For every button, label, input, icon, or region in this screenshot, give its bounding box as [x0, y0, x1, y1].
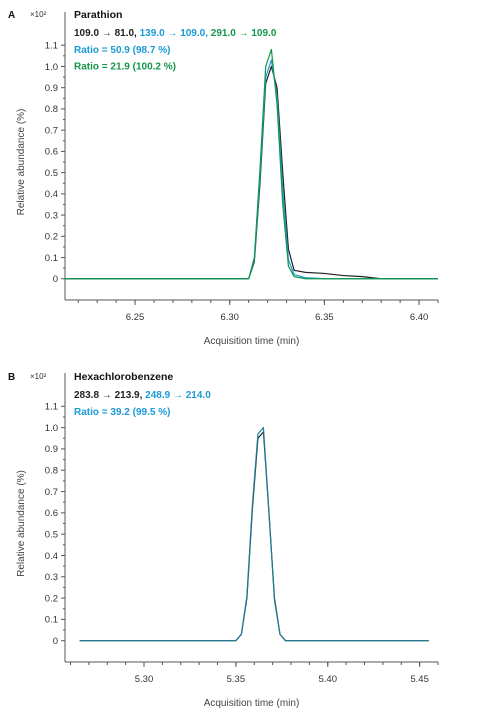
- y-multiplier: ×10²: [30, 10, 47, 19]
- y-tick-label: 0.2: [45, 593, 58, 604]
- transition-label: 139.0 → 109.0,: [137, 28, 208, 39]
- x-tick-label: 5.40: [319, 674, 338, 685]
- transition-label: 248.9 → 214.0: [142, 390, 211, 401]
- y-tick-label: 0.8: [45, 466, 58, 477]
- y-tick-label: 0.9: [45, 83, 58, 94]
- y-tick-label: 0: [53, 274, 58, 285]
- y-tick-label: 0.4: [45, 551, 58, 562]
- y-tick-label: 0.1: [45, 615, 58, 626]
- chart-title: Parathion: [74, 9, 122, 21]
- ratio-label: Ratio = 39.2 (99.5 %): [74, 407, 170, 418]
- y-tick-label: 1.1: [45, 41, 58, 52]
- y-tick-label: 0.9: [45, 444, 58, 455]
- trace-line-3: [65, 48, 438, 280]
- y-tick-label: 1.0: [45, 423, 58, 434]
- x-tick-label: 6.40: [410, 312, 429, 323]
- y-tick-label: 0.4: [45, 189, 58, 200]
- y-tick-label: 0.5: [45, 168, 58, 179]
- x-tick-label: 5.30: [135, 674, 154, 685]
- y-axis-label: Relative abundance (%): [16, 109, 27, 216]
- y-multiplier: ×10²: [30, 372, 47, 381]
- trace-line-1: [79, 431, 429, 642]
- x-tick-label: 6.25: [126, 312, 145, 323]
- y-tick-label: 0.1: [45, 253, 58, 264]
- chart-panel-a: A ×10² 0 0.1 0.2 0.3 0.4 0.5 0.6 0.7 0.8 0.9 1.0 1.1 6…: [8, 9, 439, 347]
- y-tick-label: 0.8: [45, 104, 58, 115]
- panel-label: A: [8, 10, 15, 21]
- x-tick-label: 6.35: [315, 312, 334, 323]
- chart-panel-b: B ×10² 0 0.1 0.2 0.3 0.4 0.5 0.6 0.7 0.8 0.9 1.0 1.1 5…: [8, 371, 439, 709]
- transition-label: 283.8 → 213.9,: [74, 390, 143, 401]
- y-tick-label: 1.1: [45, 402, 58, 413]
- y-tick-label: 0.2: [45, 232, 58, 243]
- x-axis-label: Acquisition time (min): [204, 698, 300, 709]
- y-tick-label: 0.6: [45, 147, 58, 158]
- trace-line-1: [65, 65, 438, 280]
- y-tick-label: 0.3: [45, 572, 58, 583]
- y-axis-label: Relative abundance (%): [16, 470, 27, 577]
- transition-legend: 109.0 → 81.0, 139.0 → 109.0, 291.0 → 109…: [74, 28, 277, 39]
- x-tick-label: 5.45: [410, 674, 429, 685]
- x-tick-label: 5.35: [227, 674, 246, 685]
- y-tick-label: 0.7: [45, 487, 58, 498]
- x-tick-label: 6.30: [220, 312, 239, 323]
- trace-line-2: [79, 427, 429, 642]
- y-tick-label: 0.5: [45, 529, 58, 540]
- y-tick-label: 0.3: [45, 210, 58, 221]
- y-tick-label: 0: [53, 636, 58, 647]
- y-tick-label: 0.7: [45, 125, 58, 136]
- ratio-label: Ratio = 50.9 (98.7 %): [74, 45, 170, 56]
- transition-label: 109.0 → 81.0,: [74, 28, 137, 39]
- transition-label: 291.0 → 109.0: [208, 28, 277, 39]
- panel-label: B: [8, 372, 15, 383]
- x-axis-label: Acquisition time (min): [204, 336, 300, 347]
- chart-title: Hexachlorobenzene: [74, 371, 173, 383]
- y-tick-label: 1.0: [45, 62, 58, 73]
- y-tick-label: 0.6: [45, 508, 58, 519]
- transition-legend: 283.8 → 213.9, 248.9 → 214.0: [74, 390, 211, 401]
- trace-line-2: [65, 59, 438, 280]
- ratio-label: Ratio = 21.9 (100.2 %): [74, 62, 176, 73]
